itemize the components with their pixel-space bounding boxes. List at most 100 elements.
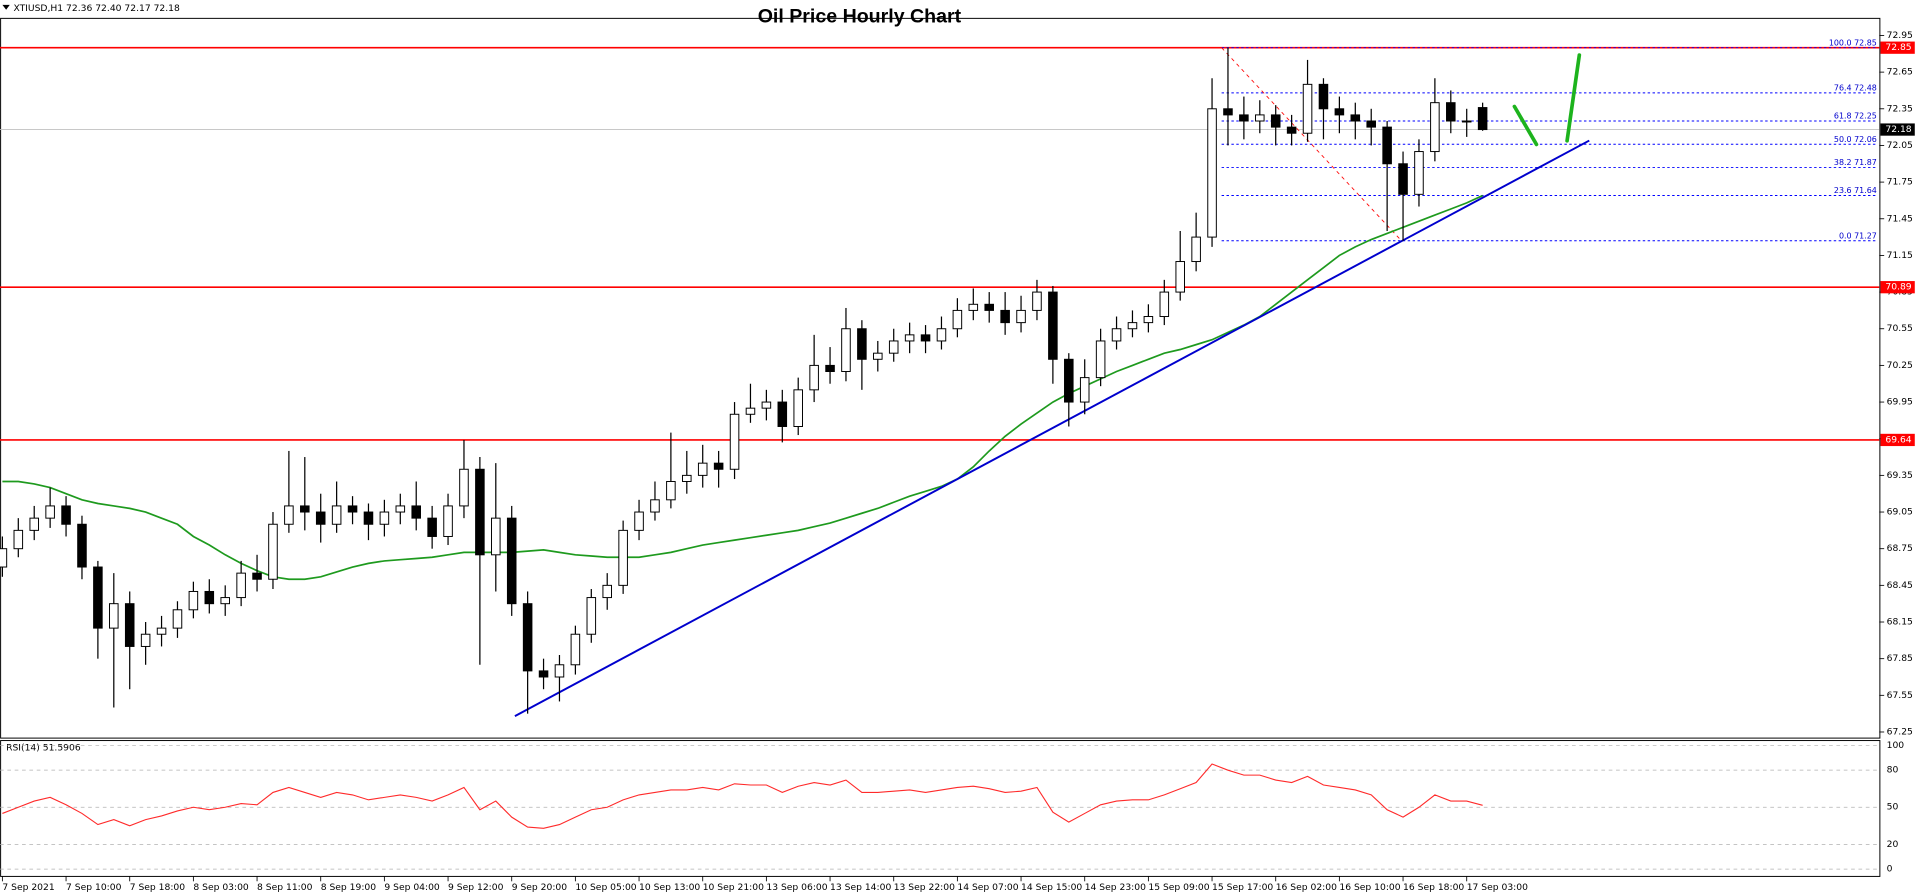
- y-tick-label: 69.95: [1887, 397, 1913, 408]
- candle-body: [857, 328, 867, 360]
- x-tick-label: 16 Sep 10:00: [1339, 882, 1400, 893]
- level-label: 69.64: [1885, 434, 1911, 445]
- y-tick-label: 72.65: [1887, 67, 1913, 78]
- candle-body: [538, 670, 549, 678]
- y-tick-label: 69.35: [1887, 470, 1913, 481]
- main-panel: [0, 17, 1881, 739]
- fib-label: 100.0 72.85: [1829, 38, 1877, 47]
- candle-body: [1111, 328, 1122, 342]
- candle-body: [363, 511, 374, 525]
- candle-body: [713, 462, 724, 470]
- candle-body: [443, 505, 453, 537]
- candle-body: [920, 334, 931, 342]
- x-tick-label: 16 Sep 18:00: [1403, 882, 1464, 893]
- candle-body: [347, 505, 358, 513]
- candle-body: [220, 597, 230, 605]
- rsi-tick-label: 20: [1887, 839, 1899, 850]
- direction-arrows: [1512, 53, 1582, 147]
- candle-body: [268, 523, 278, 580]
- candle-body: [1461, 120, 1472, 123]
- x-tick-label: 7 Sep 2021: [2, 882, 54, 893]
- x-tick-label: 9 Sep 04:00: [384, 882, 440, 893]
- candle-body: [841, 328, 851, 372]
- symbol-header: XTIUSD,H1 72.36 72.40 72.17 72.18: [13, 3, 180, 14]
- candle-body: [395, 505, 406, 513]
- candle-body: [888, 340, 899, 354]
- candle-body: [77, 523, 87, 568]
- candle-body: [475, 468, 485, 556]
- rsi-panel: [0, 740, 1881, 877]
- candle-body: [522, 603, 533, 672]
- candle-body: [284, 505, 294, 525]
- candle-body: [1446, 102, 1456, 122]
- candle-body: [1255, 114, 1265, 122]
- candle-body: [1159, 291, 1170, 318]
- x-tick-label: 17 Sep 03:00: [1467, 882, 1528, 893]
- level-label: 70.89: [1885, 282, 1911, 293]
- y-tick-label: 71.45: [1887, 213, 1913, 224]
- header-icon: [2, 4, 10, 10]
- x-tick-label: 10 Sep 05:00: [575, 882, 636, 893]
- candle-body: [618, 529, 628, 586]
- y-tick-label: 67.85: [1887, 653, 1913, 664]
- last-price-box: [1880, 123, 1915, 136]
- fib-label: 38.2 71.87: [1834, 158, 1877, 167]
- candle-body: [491, 517, 501, 556]
- candle-body: [936, 328, 947, 342]
- x-tick-label: 8 Sep 19:00: [321, 882, 377, 893]
- rsi-tick-label: 0: [1887, 864, 1893, 875]
- candle-body: [602, 584, 612, 599]
- candle-body: [1143, 316, 1154, 324]
- candle-body: [1223, 108, 1233, 116]
- candle-body: [650, 499, 660, 513]
- candle-body: [140, 633, 151, 647]
- level-label-box: [1880, 281, 1915, 294]
- candle-body: [1207, 108, 1217, 238]
- candle-body: [984, 303, 994, 311]
- candle-body: [61, 505, 71, 525]
- candle-body: [172, 609, 183, 629]
- rsi-line: [2, 763, 1483, 829]
- x-tick-label: 10 Sep 21:00: [703, 882, 764, 893]
- candle-body: [1430, 102, 1440, 153]
- candle-body: [1318, 83, 1329, 110]
- candle-body: [1191, 236, 1201, 263]
- fib-label: 23.6 71.64: [1834, 186, 1877, 195]
- level-label-box: [1880, 41, 1915, 54]
- candle-body: [904, 334, 915, 342]
- x-tick-label: 14 Sep 23:00: [1085, 882, 1146, 893]
- candle-body: [1382, 126, 1392, 165]
- y-tick-label: 70.25: [1887, 360, 1913, 371]
- candle-body: [1270, 114, 1281, 128]
- candle-body: [777, 401, 788, 427]
- x-tick-label: 7 Sep 10:00: [66, 882, 122, 893]
- rsi-label: RSI(14) 51.5906: [6, 742, 81, 753]
- candle-body: [1175, 261, 1185, 293]
- candle-body: [586, 597, 597, 635]
- candle-body: [1414, 151, 1424, 195]
- candle-body: [252, 572, 262, 580]
- candle-body: [554, 664, 565, 678]
- candle-body: [1095, 340, 1106, 379]
- candle-body: [666, 480, 676, 501]
- candle-body: [1366, 120, 1376, 128]
- candle-body: [93, 566, 103, 629]
- candle-body: [1048, 291, 1058, 360]
- candle-body: [315, 511, 326, 525]
- candle-body: [236, 572, 246, 599]
- x-tick-label: 9 Sep 20:00: [512, 882, 568, 893]
- x-tick-label: 15 Sep 09:00: [1148, 882, 1209, 893]
- candle-body: [1350, 114, 1361, 122]
- x-tick-label: 9 Sep 12:00: [448, 882, 504, 893]
- candle-body: [411, 505, 421, 519]
- last-price-label: 72.18: [1885, 124, 1911, 135]
- candle-body: [1032, 291, 1042, 311]
- candle-body: [0, 548, 8, 568]
- x-tick-label: 10 Sep 13:00: [639, 882, 700, 893]
- candle-body: [825, 364, 835, 372]
- candle-body: [1016, 309, 1026, 324]
- candle-body: [1286, 126, 1297, 134]
- y-tick-label: 71.15: [1887, 250, 1913, 261]
